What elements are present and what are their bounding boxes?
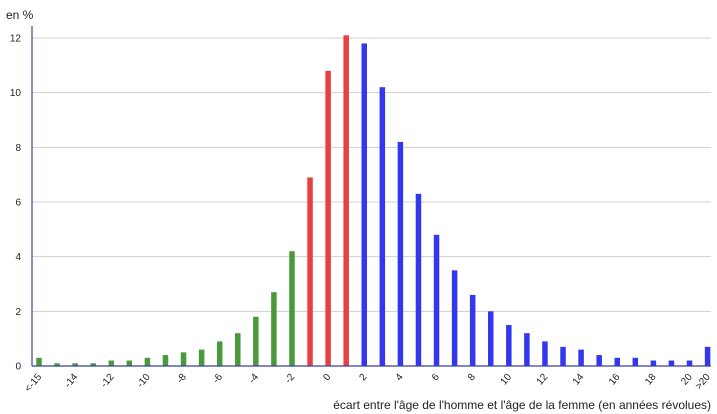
y-tick-label: 12 [10, 34, 22, 45]
bar-8 [469, 294, 476, 366]
bar-12 [542, 341, 548, 366]
x-tick-label: <-15 [23, 372, 45, 395]
bar--15 [54, 363, 60, 366]
y-tick-label: 4 [15, 252, 21, 263]
bar-13 [560, 346, 566, 366]
bar--14 [72, 363, 78, 366]
bar--6 [216, 341, 223, 366]
x-tick-label: 12 [535, 372, 551, 388]
bars-layer [36, 35, 711, 367]
bar-0 [325, 70, 331, 367]
x-tick-label: 6 [430, 372, 442, 384]
x-tick-label: 0 [321, 372, 333, 384]
x-tick-label: 16 [607, 372, 623, 388]
y-axis-title: en % [6, 8, 34, 22]
y-tick-labels: 0 2 4 6 8 10 12 [10, 34, 22, 373]
x-tick-label: 4 [394, 372, 406, 384]
x-tick-label: -14 [63, 372, 81, 390]
x-tick-label: >20 [694, 372, 714, 392]
bar-14 [578, 349, 584, 366]
y-tick-label: 8 [15, 143, 21, 154]
bar->20 [704, 346, 711, 366]
grid-layer [32, 37, 711, 312]
bar--8 [180, 352, 187, 366]
x-tick-label: -6 [211, 372, 225, 386]
x-tick-label: -8 [175, 372, 189, 386]
bar-16 [614, 357, 620, 366]
x-tick-label: -4 [247, 372, 261, 386]
bar--1 [307, 177, 313, 366]
x-tick-label: 10 [499, 372, 515, 388]
x-tick-label: -12 [99, 372, 117, 390]
bar-20 [686, 360, 693, 366]
x-tick-label: 8 [466, 372, 478, 384]
bar-5 [415, 193, 422, 366]
bar-17 [632, 357, 639, 366]
bar--13 [90, 363, 96, 366]
y-tick-label: 2 [15, 307, 21, 318]
bar-19 [668, 360, 675, 366]
y-tick-label: 10 [10, 88, 22, 99]
bar--11 [126, 360, 133, 366]
bar--5 [235, 333, 241, 366]
bar-2 [361, 43, 368, 366]
x-tick-labels: <-15 -14 -12 -10 -8 -6 -4 -2 0 2 4 6 8 10 12 14 16 18 20>2… [23, 372, 713, 395]
bar-7 [451, 270, 458, 366]
bar-11 [524, 333, 530, 366]
bar-18 [650, 360, 657, 366]
y-tick-label: 6 [15, 198, 21, 209]
bar-15 [596, 355, 602, 366]
bar-9 [488, 311, 494, 366]
x-tick-label: 2 [358, 372, 370, 384]
bar-10 [506, 325, 512, 366]
x-tick-label: -10 [135, 372, 153, 390]
bar-4 [397, 141, 404, 366]
bar--3 [271, 292, 277, 366]
x-tick-label: 14 [571, 372, 587, 388]
x-axis-title: écart entre l'âge de l'homme et l'âge de… [333, 398, 711, 412]
bar--10 [144, 357, 151, 366]
bar--7 [198, 349, 205, 366]
bar-<-15 [36, 357, 42, 366]
bar-3 [379, 87, 386, 366]
x-tick-label: 18 [643, 372, 659, 388]
bar--9 [162, 355, 169, 366]
bar-1 [343, 35, 349, 367]
y-tick-label: 0 [15, 362, 21, 373]
x-tick-label: -2 [283, 372, 297, 386]
bar-6 [433, 234, 440, 366]
bar--4 [253, 316, 259, 366]
bar--12 [108, 360, 115, 366]
bar--2 [289, 251, 295, 366]
